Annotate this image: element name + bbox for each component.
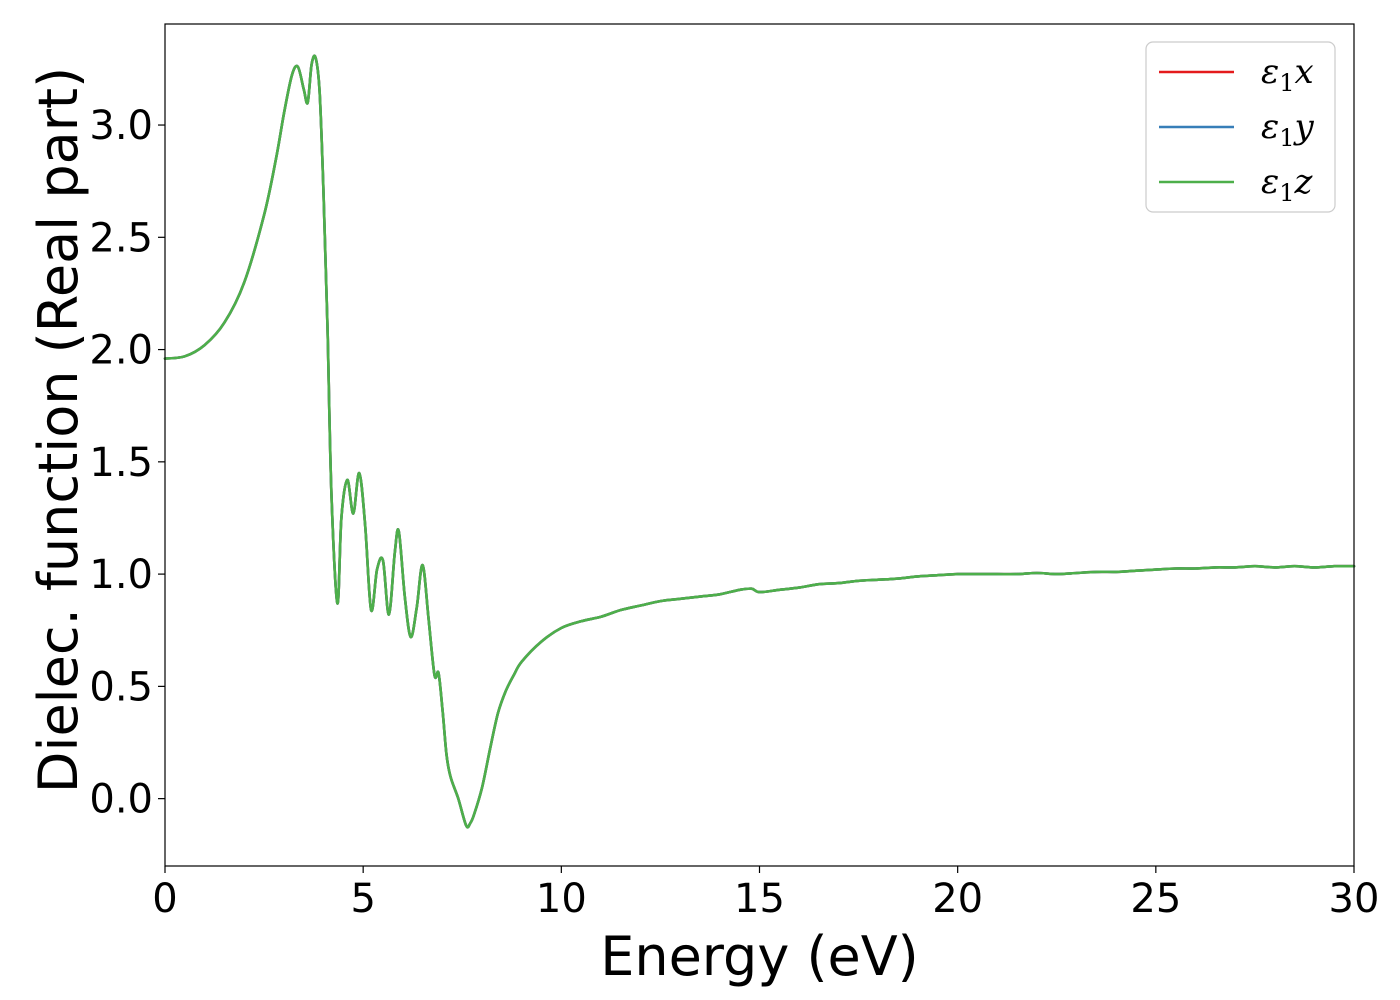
legend-label: ε1z	[1261, 162, 1314, 207]
y-tick-label: 3.0	[89, 103, 153, 149]
legend-label: ε1x	[1261, 52, 1314, 97]
series-layer	[163, 54, 1356, 829]
y-tick-label: 2.5	[89, 215, 153, 261]
legend-label: ε1y	[1261, 107, 1315, 152]
series-line-z	[163, 54, 1356, 829]
x-tick-label: 10	[536, 876, 587, 922]
y-tick-label: 0.0	[89, 777, 153, 823]
y-tick-label: 0.5	[89, 664, 153, 710]
x-axis: 0 5 10 15 20 25 30	[152, 866, 1379, 922]
x-tick-label: 5	[350, 876, 375, 922]
x-tick-label: 0	[152, 876, 177, 922]
x-tick-label: 30	[1329, 876, 1380, 922]
x-tick-label: 25	[1130, 876, 1181, 922]
legend-item: ε1x	[1159, 52, 1314, 97]
legend-box	[1145, 41, 1336, 213]
x-tick-label: 20	[932, 876, 983, 922]
y-tick-label: 1.0	[89, 552, 153, 598]
x-tick-label: 15	[734, 876, 785, 922]
legend-item: ε1z	[1159, 162, 1314, 207]
y-tick-label: 2.0	[89, 328, 153, 374]
y-tick-label: 1.5	[89, 440, 153, 486]
x-axis-title: Energy (eV)	[600, 925, 919, 988]
y-axis: 0.0 0.5 1.0 1.5 2.0 2.5 3.0	[89, 103, 165, 823]
legend: ε1x ε1y ε1z	[1145, 41, 1336, 213]
y-axis-title: Dielec. function (Real part)	[27, 67, 90, 793]
legend-item: ε1y	[1159, 107, 1315, 152]
